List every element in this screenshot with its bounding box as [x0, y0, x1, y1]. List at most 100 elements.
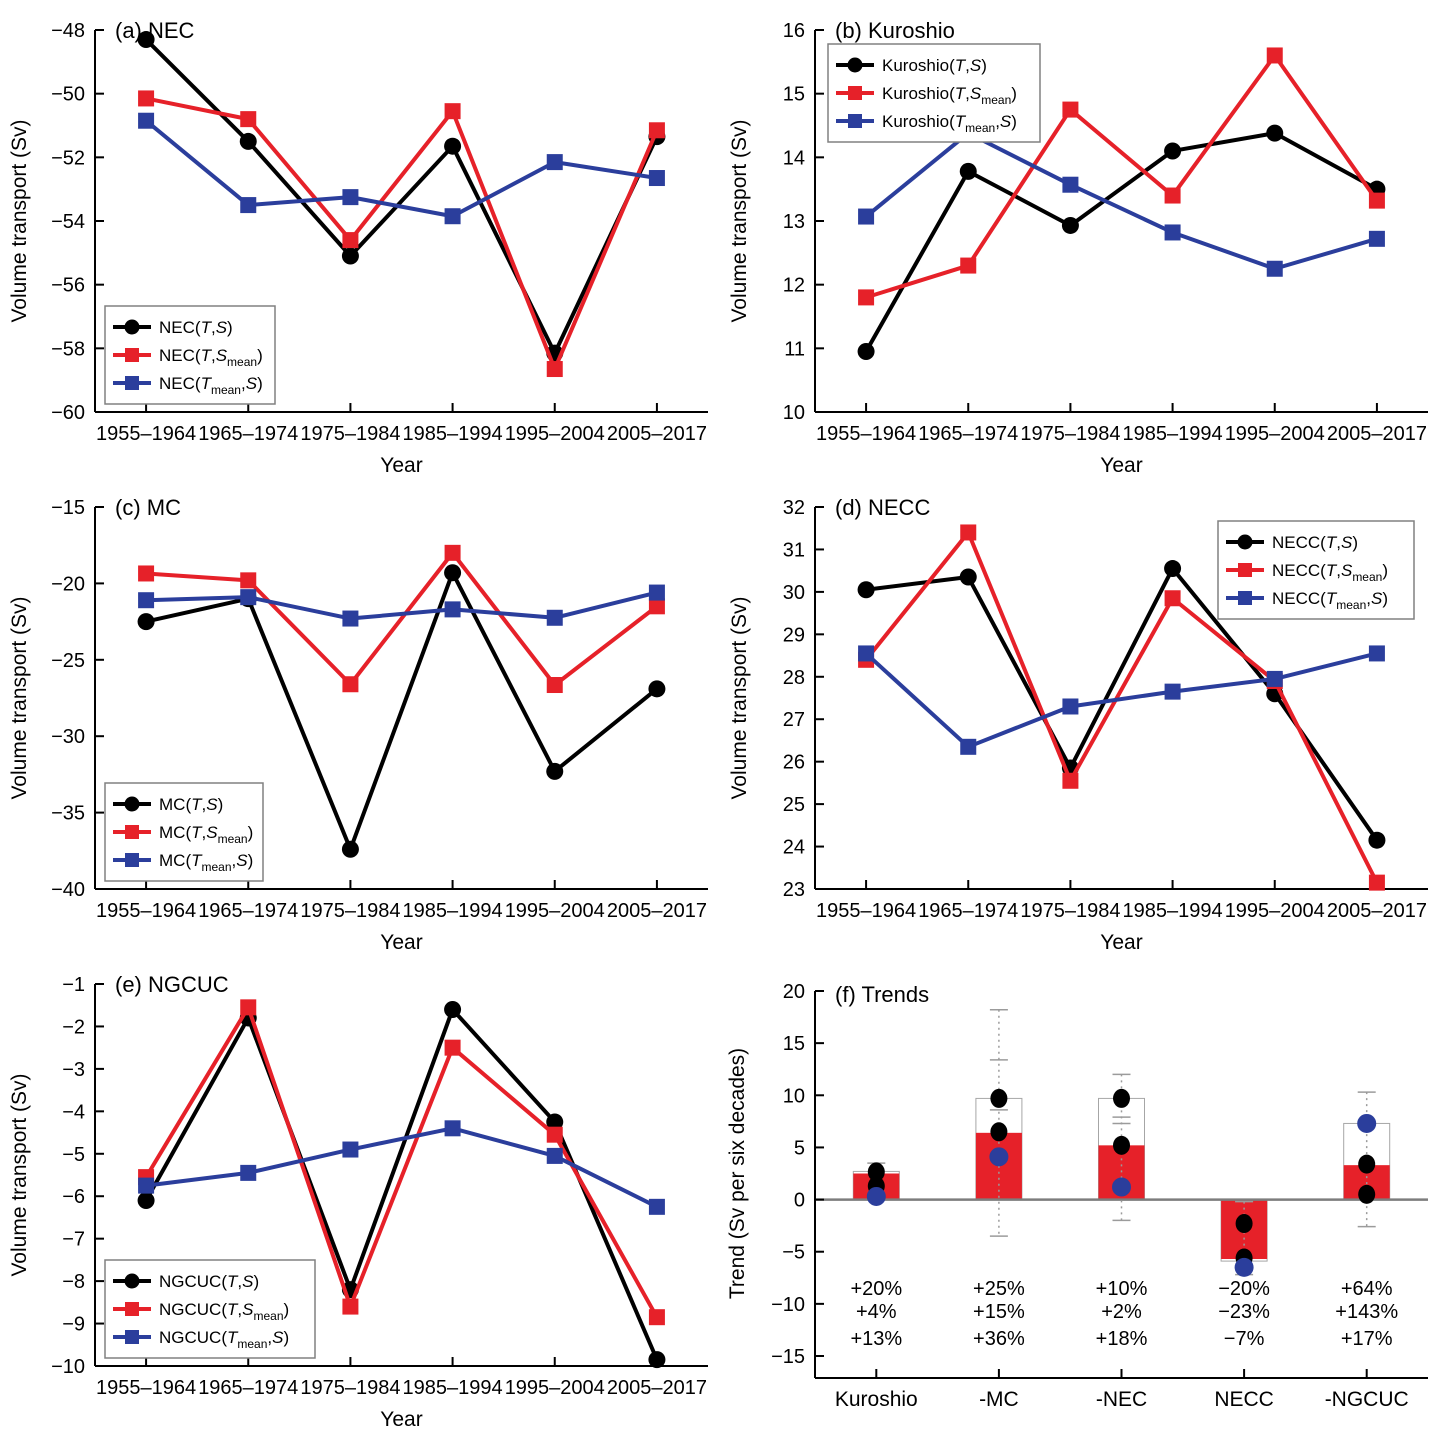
y-tick-label: −2 — [62, 1016, 85, 1038]
data-point-square — [342, 1298, 359, 1315]
legend-item-TmeanS: NECC(Tmean,S) — [1226, 589, 1388, 612]
y-axis-title: Volume transport (Sv) — [8, 596, 31, 799]
legend-item-TSmean: NGCUC(T,Smean) — [113, 1300, 289, 1323]
pct-blue: +2% — [1101, 1301, 1142, 1323]
black-trend-dot — [1358, 1154, 1376, 1174]
y-tick-label: −10 — [51, 1356, 85, 1378]
x-tick-label: 1965–1974 — [198, 423, 298, 445]
data-point-square — [546, 1147, 563, 1164]
y-tick-label: 15 — [783, 1033, 805, 1055]
data-point-square — [1266, 260, 1283, 277]
data-point-circle — [137, 1191, 155, 1209]
legend-label: NGCUC(T,Smean) — [159, 1300, 289, 1323]
data-point-circle — [444, 564, 462, 582]
x-tick-label: 1995–2004 — [505, 900, 605, 922]
data-point-square — [546, 1126, 563, 1143]
data-point-square — [1062, 176, 1079, 193]
data-point-square — [848, 86, 862, 100]
data-point-circle — [857, 581, 875, 599]
legend-panel-d: NECC(T,S) NECC(T,Smean) NECC(Tmean,S) — [1217, 520, 1415, 620]
data-point-square — [240, 999, 257, 1016]
series-c-TmeanS — [138, 584, 665, 627]
pct-blue: +15% — [973, 1301, 1025, 1323]
y-tick-label: −58 — [51, 338, 85, 360]
pct-red: +20% — [850, 1278, 902, 1300]
legend-panel-b: Kuroshio(T,S) Kuroshio(T,Smean) Kuroshio(T… — [827, 43, 1041, 143]
category-label: -MC — [979, 1388, 1019, 1411]
data-point-circle — [444, 1000, 462, 1018]
x-axis-title: Year — [380, 931, 422, 954]
data-point-square — [1164, 590, 1181, 607]
y-tick-label: 16 — [783, 20, 805, 42]
trend-dots — [866, 1088, 1377, 1277]
series-line — [145, 96, 659, 372]
legend-label: NECC(T,S) — [1272, 533, 1358, 552]
series-c-TSmean — [138, 544, 665, 694]
y-tick-label: −5 — [782, 1242, 805, 1264]
data-point-square — [546, 677, 563, 694]
x-tick-label: 1995–2004 — [1225, 900, 1325, 922]
legend-label: MC(T,Smean) — [159, 823, 253, 846]
data-point-square — [444, 1120, 461, 1137]
legend-label: NEC(T,S) — [159, 318, 233, 337]
x-tick-label: 1965–1974 — [198, 900, 298, 922]
legend-label: NEC(T,Smean) — [159, 346, 263, 369]
x-tick-label: 2005–2017 — [607, 900, 707, 922]
panel-title: (e) NGCUC — [115, 972, 229, 997]
legend-item-TSmean: NEC(T,Smean) — [113, 346, 263, 369]
x-tick-label: 1995–2004 — [505, 1377, 605, 1399]
legend-panel-a: NEC(T,S) NEC(T,Smean) NEC(Tmean,S) — [104, 305, 276, 405]
y-tick-label: 12 — [783, 275, 805, 297]
category-label: -NEC — [1096, 1388, 1147, 1411]
data-point-circle — [137, 613, 155, 631]
series-line — [144, 119, 658, 219]
y-tick-label: −25 — [51, 650, 85, 672]
data-point-square — [546, 154, 563, 171]
y-tick-label: −40 — [51, 879, 85, 901]
legend-label: Kuroshio(T,S) — [882, 56, 987, 75]
x-tick-label: 1965–1974 — [918, 900, 1018, 922]
y-tick-label: −54 — [51, 211, 85, 233]
pct-blue: −23% — [1218, 1301, 1270, 1323]
y-tick-label: −7 — [62, 1229, 85, 1251]
y-tick-label: 32 — [783, 497, 805, 519]
panel-title: (f) Trends — [835, 982, 929, 1007]
y-axis-title: Volume transport (Sv) — [8, 1073, 31, 1276]
y-tick-label: −30 — [51, 726, 85, 748]
y-tick-label: 10 — [783, 402, 805, 424]
y-tick-label: 25 — [783, 794, 805, 816]
series-line — [864, 651, 1378, 749]
legend-label: NECC(T,Smean) — [1272, 561, 1388, 584]
blue-trend-dot — [989, 1147, 1009, 1167]
data-point-square — [1238, 563, 1252, 577]
black-trend-dot — [1235, 1214, 1253, 1234]
series-line — [864, 530, 1379, 884]
data-point-square — [858, 289, 875, 306]
black-trend-dot — [1358, 1184, 1376, 1204]
y-tick-label: 11 — [784, 338, 805, 360]
data-point-square — [960, 738, 977, 755]
x-tick-label: 1995–2004 — [1225, 423, 1325, 445]
data-point-square — [125, 376, 139, 390]
data-point-square — [125, 348, 139, 362]
pct-blue: +4% — [856, 1301, 897, 1323]
y-axis-title: Volume transport (Sv) — [728, 119, 751, 322]
y-tick-label: 29 — [783, 624, 805, 646]
x-tick-label: 1955–1964 — [96, 423, 196, 445]
x-tick-label: 1995–2004 — [505, 423, 605, 445]
x-axis-title: Year — [1100, 931, 1142, 954]
legend-item-TSmean: NECC(T,Smean) — [1226, 561, 1388, 584]
panel-b: 16 15 14 13 12 11 10 1955–1964 1965–1974 1975–198… — [728, 18, 1428, 477]
black-trend-dot — [1113, 1088, 1130, 1108]
x-tick-label: 1985–1994 — [403, 423, 503, 445]
data-point-square — [125, 853, 139, 867]
x-tick-label: 1955–1964 — [96, 1377, 196, 1399]
data-point-square — [342, 189, 359, 206]
y-tick-label: −60 — [51, 402, 85, 424]
x-tick-label: 1965–1974 — [198, 1377, 298, 1399]
data-point-square — [342, 1141, 359, 1158]
data-point-square — [546, 609, 563, 626]
data-point-square — [138, 90, 155, 107]
series-a-TSmean — [138, 90, 665, 378]
